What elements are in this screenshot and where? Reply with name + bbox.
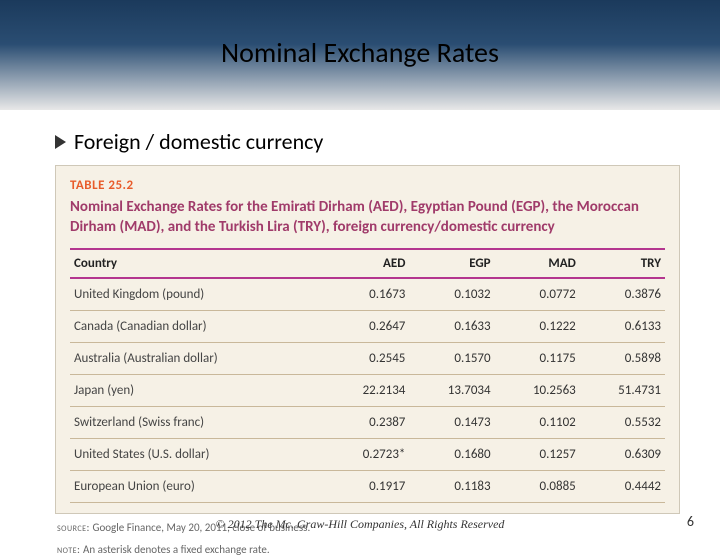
table-title: Nominal Exchange Rates for the Emirati D… bbox=[70, 197, 665, 238]
cell: 0.1183 bbox=[409, 470, 494, 502]
cell: Canada (Canadian dollar) bbox=[70, 310, 324, 342]
col-country: Country bbox=[70, 249, 324, 278]
table-row: United States (U.S. dollar)0.2723*0.1680… bbox=[70, 438, 665, 470]
note-text: An asterisk denotes a fixed exchange rat… bbox=[83, 543, 270, 556]
cell: 0.5532 bbox=[580, 406, 665, 438]
cell: 0.1917 bbox=[324, 470, 409, 502]
table-row: Japan (yen)22.213413.703410.256351.4731 bbox=[70, 374, 665, 406]
note-line: note: An asterisk denotes a fixed exchan… bbox=[57, 542, 678, 559]
cell: Japan (yen) bbox=[70, 374, 324, 406]
cell: 0.6133 bbox=[580, 310, 665, 342]
cell: 0.0885 bbox=[495, 470, 580, 502]
cell: 0.1473 bbox=[409, 406, 494, 438]
cell: 22.2134 bbox=[324, 374, 409, 406]
cell: 0.1102 bbox=[495, 406, 580, 438]
cell: 0.2723* bbox=[324, 438, 409, 470]
bullet-text: Foreign / domestic currency bbox=[74, 128, 323, 155]
cell: 0.5898 bbox=[580, 342, 665, 374]
cell: 0.1633 bbox=[409, 310, 494, 342]
table-box: TABLE 25.2 Nominal Exchange Rates for th… bbox=[55, 165, 680, 514]
cell: 0.0772 bbox=[495, 278, 580, 311]
cell: 0.6309 bbox=[580, 438, 665, 470]
cell: 13.7034 bbox=[409, 374, 494, 406]
note-label: note: bbox=[57, 543, 81, 556]
table-row: Australia (Australian dollar)0.25450.157… bbox=[70, 342, 665, 374]
table-body: United Kingdom (pound)0.16730.10320.0772… bbox=[70, 278, 665, 503]
table-header-row: Country AED EGP MAD TRY bbox=[70, 249, 665, 278]
cell: 0.2647 bbox=[324, 310, 409, 342]
table-row: Switzerland (Swiss franc)0.23870.14730.1… bbox=[70, 406, 665, 438]
col-try: TRY bbox=[580, 249, 665, 278]
cell: 0.1175 bbox=[495, 342, 580, 374]
cell: 0.3876 bbox=[580, 278, 665, 311]
exchange-rate-table: Country AED EGP MAD TRY United Kingdom (… bbox=[70, 248, 665, 503]
table-row: United Kingdom (pound)0.16730.10320.0772… bbox=[70, 278, 665, 311]
page-number: 6 bbox=[687, 513, 694, 530]
table-row: European Union (euro)0.19170.11830.08850… bbox=[70, 470, 665, 502]
col-aed: AED bbox=[324, 249, 409, 278]
cell: United States (U.S. dollar) bbox=[70, 438, 324, 470]
col-mad: MAD bbox=[495, 249, 580, 278]
cell: 0.1680 bbox=[409, 438, 494, 470]
table-label: TABLE 25.2 bbox=[70, 178, 665, 193]
cell: European Union (euro) bbox=[70, 470, 324, 502]
cell: Australia (Australian dollar) bbox=[70, 342, 324, 374]
cell: 0.2387 bbox=[324, 406, 409, 438]
cell: 0.4442 bbox=[580, 470, 665, 502]
cell: 0.1222 bbox=[495, 310, 580, 342]
cell: 10.2563 bbox=[495, 374, 580, 406]
cell: 0.1257 bbox=[495, 438, 580, 470]
slide-title: Nominal Exchange Rates bbox=[0, 35, 720, 70]
cell: United Kingdom (pound) bbox=[70, 278, 324, 311]
cell: 0.1673 bbox=[324, 278, 409, 311]
bullet-arrow-icon bbox=[55, 135, 66, 149]
cell: 0.1570 bbox=[409, 342, 494, 374]
table-row: Canada (Canadian dollar)0.26470.16330.12… bbox=[70, 310, 665, 342]
col-egp: EGP bbox=[409, 249, 494, 278]
header-band: Nominal Exchange Rates bbox=[0, 0, 720, 110]
cell: 51.4731 bbox=[580, 374, 665, 406]
bullet-line: Foreign / domestic currency bbox=[55, 128, 680, 155]
footer-copyright: © 2012 The Mc. Graw-Hill Companies, All … bbox=[0, 517, 720, 532]
content-area: Foreign / domestic currency TABLE 25.2 N… bbox=[0, 110, 720, 559]
cell: 0.1032 bbox=[409, 278, 494, 311]
cell: Switzerland (Swiss franc) bbox=[70, 406, 324, 438]
cell: 0.2545 bbox=[324, 342, 409, 374]
